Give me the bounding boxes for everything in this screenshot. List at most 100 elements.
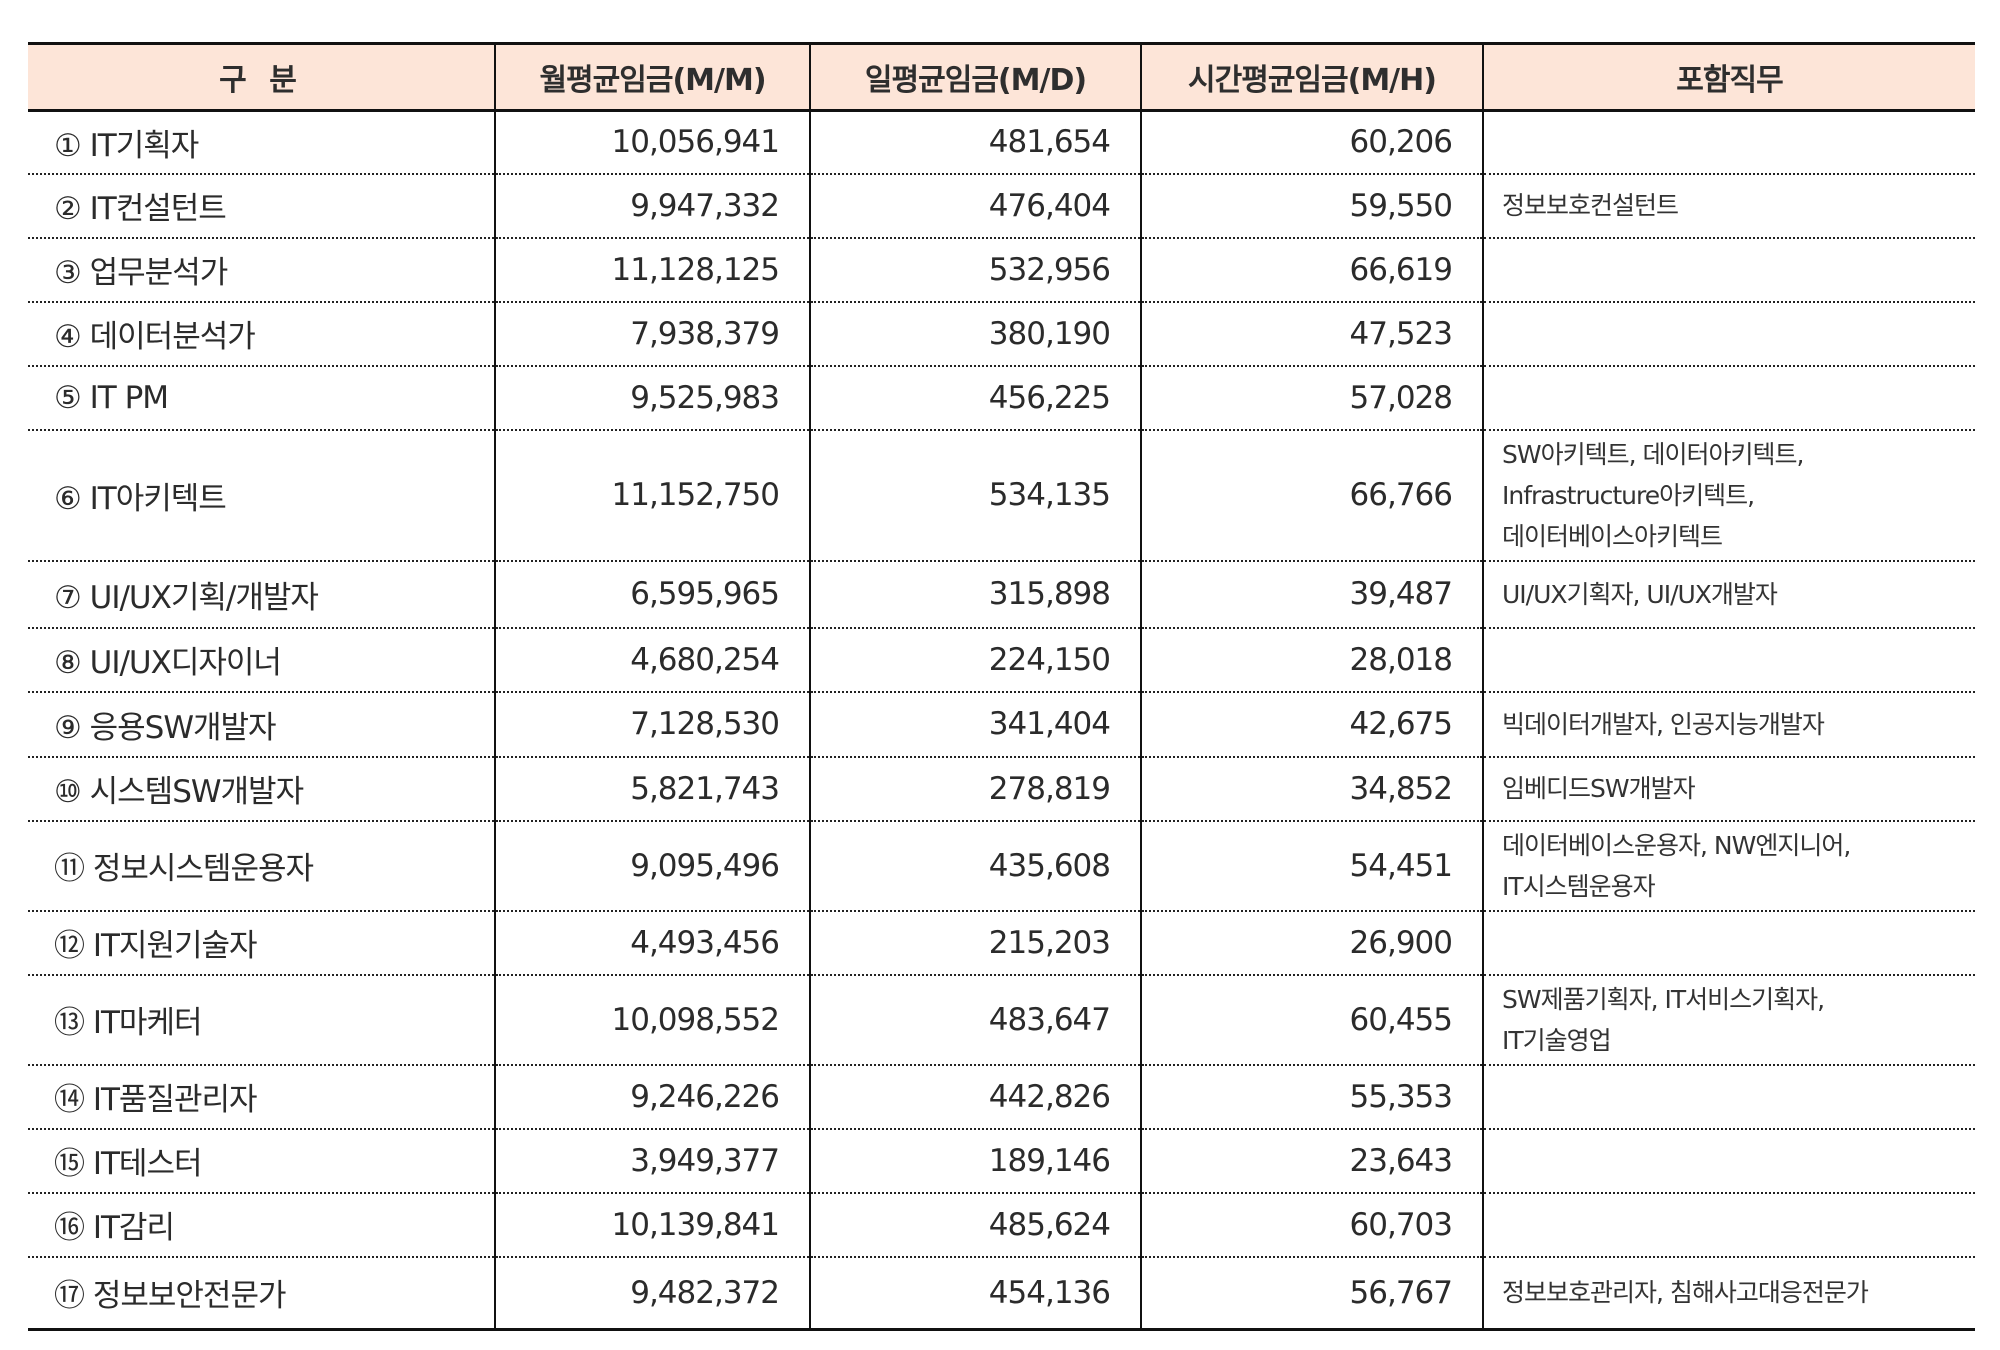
job-category: ⑤ IT PM: [28, 365, 495, 431]
daily-wage: 476,404: [809, 173, 1141, 239]
hourly-wage: 47,523: [1140, 301, 1483, 367]
table-row: ② IT컨설턴트 9,947,332 476,404 59,550 정보보호컨설…: [28, 173, 1975, 239]
hourly-wage: 42,675: [1140, 691, 1483, 758]
hourly-wage: 55,353: [1140, 1064, 1483, 1130]
job-category: ⑮ IT테스터: [28, 1128, 495, 1194]
hourly-wage: 60,703: [1140, 1192, 1483, 1258]
job-category: ⑰ 정보보안전문가: [28, 1256, 495, 1331]
monthly-wage: 10,139,841: [494, 1192, 810, 1258]
job-category: ⑨ 응용SW개발자: [28, 691, 495, 758]
job-category: ③ 업무분석가: [28, 237, 495, 303]
included-jobs-line: 임베디드SW개발자: [1502, 774, 1696, 803]
included-jobs-line: 정보보호관리자, 침해사고대응전문가: [1502, 1278, 1869, 1308]
job-category: ⑦ UI/UX기획/개발자: [28, 560, 495, 629]
included-jobs: 정보보호관리자, 침해사고대응전문가: [1482, 1256, 1975, 1331]
header-monthly-wage: 월평균임금(M/M): [494, 42, 810, 112]
job-category: ⑬ IT마케터: [28, 974, 495, 1066]
daily-wage: 380,190: [809, 301, 1141, 367]
hourly-wage: 39,487: [1140, 560, 1483, 629]
included-jobs-line: UI/UX기획자, UI/UX개발자: [1502, 579, 1778, 609]
included-jobs-line: Infrastructure아키텍트,: [1502, 480, 1755, 510]
table-row: ⑬ IT마케터 10,098,552 483,647 60,455 SW제품기획…: [28, 974, 1975, 1066]
monthly-wage: 10,098,552: [494, 974, 810, 1066]
monthly-wage: 9,482,372: [494, 1256, 810, 1331]
hourly-wage: 23,643: [1140, 1128, 1483, 1194]
job-category: ① IT기획자: [28, 110, 495, 175]
included-jobs-line: SW제품기획자, IT서비스기획자,: [1502, 984, 1825, 1014]
included-jobs: 임베디드SW개발자: [1482, 756, 1975, 822]
table-row: ⑯ IT감리 10,139,841 485,624 60,703: [28, 1192, 1975, 1258]
hourly-wage: 28,018: [1140, 627, 1483, 693]
included-jobs: [1482, 365, 1975, 431]
monthly-wage: 7,938,379: [494, 301, 810, 367]
daily-wage: 442,826: [809, 1064, 1141, 1130]
table-row: ⑰ 정보보안전문가 9,482,372 454,136 56,767 정보보호관…: [28, 1256, 1975, 1331]
included-jobs-line: IT시스템운용자: [1502, 871, 1656, 901]
header-daily-wage: 일평균임금(M/D): [809, 42, 1141, 112]
included-jobs: SW제품기획자, IT서비스기획자, IT기술영업: [1482, 974, 1975, 1066]
header-included-jobs: 포함직무: [1482, 42, 1975, 112]
included-jobs: SW아키텍트, 데이터아키텍트, Infrastructure아키텍트, 데이터…: [1482, 429, 1975, 562]
table-row: ① IT기획자 10,056,941 481,654 60,206: [28, 110, 1975, 175]
included-jobs-line: 정보보호컨설턴트: [1502, 191, 1679, 220]
daily-wage: 485,624: [809, 1192, 1141, 1258]
monthly-wage: 9,246,226: [494, 1064, 810, 1130]
monthly-wage: 9,095,496: [494, 820, 810, 912]
table-row: ⑪ 정보시스템운용자 9,095,496 435,608 54,451 데이터베…: [28, 820, 1975, 912]
monthly-wage: 5,821,743: [494, 756, 810, 822]
hourly-wage: 26,900: [1140, 910, 1483, 976]
daily-wage: 315,898: [809, 560, 1141, 629]
job-category: ⑩ 시스템SW개발자: [28, 756, 495, 822]
hourly-wage: 66,766: [1140, 429, 1483, 562]
header-row: 구 분 월평균임금(M/M) 일평균임금(M/D) 시간평균임금(M/H) 포함…: [28, 42, 1975, 112]
daily-wage: 435,608: [809, 820, 1141, 912]
included-jobs: 데이터베이스운용자, NW엔지니어, IT시스템운용자: [1482, 820, 1975, 912]
table-row: ④ 데이터분석가 7,938,379 380,190 47,523: [28, 301, 1975, 367]
table-body: ① IT기획자 10,056,941 481,654 60,206 ② IT컨설…: [28, 110, 1975, 1331]
monthly-wage: 3,949,377: [494, 1128, 810, 1194]
job-category: ⑧ UI/UX디자이너: [28, 627, 495, 693]
table-row: ⑨ 응용SW개발자 7,128,530 341,404 42,675 빅데이터개…: [28, 691, 1975, 758]
included-jobs: [1482, 110, 1975, 175]
daily-wage: 189,146: [809, 1128, 1141, 1194]
table-row: ⑦ UI/UX기획/개발자 6,595,965 315,898 39,487 U…: [28, 560, 1975, 629]
hourly-wage: 60,206: [1140, 110, 1483, 175]
monthly-wage: 11,128,125: [494, 237, 810, 303]
daily-wage: 341,404: [809, 691, 1141, 758]
monthly-wage: 9,947,332: [494, 173, 810, 239]
job-category: ⑭ IT품질관리자: [28, 1064, 495, 1130]
included-jobs: [1482, 237, 1975, 303]
job-category: ⑯ IT감리: [28, 1192, 495, 1258]
job-category: ⑪ 정보시스템운용자: [28, 820, 495, 912]
included-jobs-line: 데이터베이스운용자, NW엔지니어,: [1502, 830, 1851, 860]
monthly-wage: 6,595,965: [494, 560, 810, 629]
job-category: ② IT컨설턴트: [28, 173, 495, 239]
daily-wage: 454,136: [809, 1256, 1141, 1331]
included-jobs: [1482, 1128, 1975, 1194]
daily-wage: 215,203: [809, 910, 1141, 976]
included-jobs-line: IT기술영업: [1502, 1025, 1612, 1055]
daily-wage: 278,819: [809, 756, 1141, 822]
monthly-wage: 10,056,941: [494, 110, 810, 175]
header-category: 구 분: [28, 42, 495, 112]
included-jobs: [1482, 301, 1975, 367]
daily-wage: 456,225: [809, 365, 1141, 431]
included-jobs-line: SW아키텍트, 데이터아키텍트,: [1502, 439, 1804, 469]
monthly-wage: 9,525,983: [494, 365, 810, 431]
included-jobs-line: 데이터베이스아키텍트: [1502, 521, 1723, 551]
table-row: ⑫ IT지원기술자 4,493,456 215,203 26,900: [28, 910, 1975, 976]
daily-wage: 481,654: [809, 110, 1141, 175]
included-jobs: [1482, 1064, 1975, 1130]
table-row: ⑮ IT테스터 3,949,377 189,146 23,643: [28, 1128, 1975, 1194]
wage-table: 구 분 월평균임금(M/M) 일평균임금(M/D) 시간평균임금(M/H) 포함…: [28, 42, 1975, 1331]
table-row: ⑩ 시스템SW개발자 5,821,743 278,819 34,852 임베디드…: [28, 756, 1975, 822]
hourly-wage: 56,767: [1140, 1256, 1483, 1331]
included-jobs: UI/UX기획자, UI/UX개발자: [1482, 560, 1975, 629]
included-jobs: [1482, 1192, 1975, 1258]
table-header: 구 분 월평균임금(M/M) 일평균임금(M/D) 시간평균임금(M/H) 포함…: [28, 42, 1975, 112]
included-jobs: 빅데이터개발자, 인공지능개발자: [1482, 691, 1975, 758]
job-category: ⑥ IT아키텍트: [28, 429, 495, 562]
daily-wage: 483,647: [809, 974, 1141, 1066]
table-row: ③ 업무분석가 11,128,125 532,956 66,619: [28, 237, 1975, 303]
hourly-wage: 66,619: [1140, 237, 1483, 303]
